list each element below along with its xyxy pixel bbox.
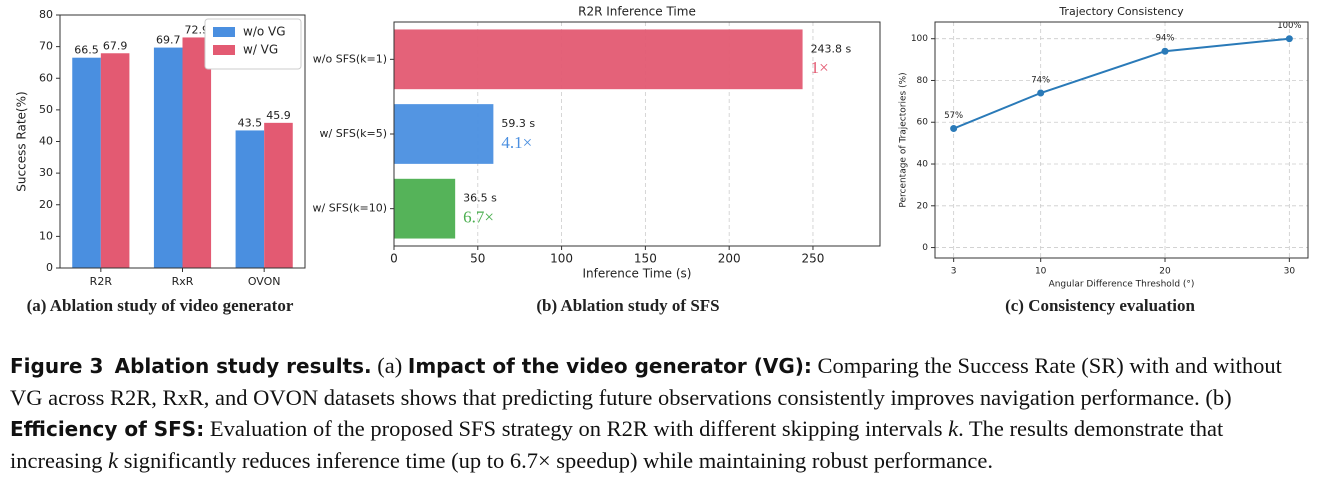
caption-text: significantly reduces inference time (up… xyxy=(123,448,994,473)
y-tick-label: 30 xyxy=(39,166,53,179)
caption-text: Comparing the Success Rate (SR) with and… xyxy=(10,353,1282,410)
x-axis-label: Inference Time (s) xyxy=(582,267,691,281)
value-label: 74% xyxy=(1031,76,1050,86)
x-tick-label: 30 xyxy=(1284,267,1296,277)
caption-heading: Efficiency of SFS: xyxy=(10,417,205,441)
y-tick-label: 60 xyxy=(917,118,929,128)
y-tick-label: 20 xyxy=(917,201,929,211)
legend-label: w/ VG xyxy=(243,43,278,57)
x-tick-label: 3 xyxy=(951,267,957,277)
caption-text: . The results demonstrate that increasin… xyxy=(10,416,1224,473)
x-tick-label: 250 xyxy=(802,252,825,266)
value-label: 69.7 xyxy=(156,34,181,47)
y-axis-label: Success Rate(%) xyxy=(15,91,29,191)
y-tick-label: w/o SFS(k=1) xyxy=(313,52,387,65)
x-tick-label: 200 xyxy=(718,252,741,266)
bar xyxy=(394,29,803,90)
y-tick-label: 70 xyxy=(39,40,53,53)
bar xyxy=(72,57,101,268)
subfigure-caption: (b) Ablation study of SFS xyxy=(536,296,719,315)
legend-label: w/o VG xyxy=(243,25,286,39)
legend-swatch xyxy=(213,27,235,37)
x-tick-label: 150 xyxy=(634,252,657,266)
plot-frame xyxy=(934,21,1309,259)
y-tick-label: 40 xyxy=(39,135,53,148)
x-tick-label: 50 xyxy=(470,252,485,266)
value-label: 72.9 xyxy=(185,23,210,36)
point xyxy=(1161,47,1169,55)
x-axis-label: Angular Difference Threshold (°) xyxy=(1049,280,1195,290)
value-label: 43.5 xyxy=(238,116,263,129)
value-label: 45.9 xyxy=(266,109,291,122)
value-label: 100% xyxy=(1277,21,1301,31)
point xyxy=(1285,35,1293,43)
bar xyxy=(264,122,293,268)
y-tick-label: 50 xyxy=(39,103,53,116)
speedup-label: 1× xyxy=(811,58,829,77)
x-tick-label: 20 xyxy=(1159,267,1171,277)
y-tick-label: 0 xyxy=(922,243,928,253)
y-tick-label: 80 xyxy=(39,8,53,21)
value-label: 94% xyxy=(1156,34,1175,44)
plot-frame xyxy=(59,14,306,269)
chart-title: R2R Inference Time xyxy=(578,5,696,19)
figure-label: Figure 3 xyxy=(10,354,104,378)
line xyxy=(953,37,1290,130)
y-tick-label: w/ SFS(k=10) xyxy=(313,202,387,215)
bar xyxy=(100,53,130,268)
value-label: 67.9 xyxy=(103,39,128,52)
point xyxy=(1037,89,1045,97)
y-tick-label: 60 xyxy=(39,71,53,84)
point xyxy=(950,125,958,133)
x-tick-label: RxR xyxy=(172,275,194,288)
x-tick-label: R2R xyxy=(90,275,113,288)
bar xyxy=(394,178,456,239)
speedup-label: 6.7× xyxy=(463,208,494,227)
y-tick-label: 100 xyxy=(911,34,928,44)
bar xyxy=(235,130,265,268)
value-label: 36.5 s xyxy=(463,192,497,205)
y-tick-label: 10 xyxy=(39,229,53,242)
value-label: 243.8 s xyxy=(811,42,852,55)
x-tick-label: 0 xyxy=(390,252,398,266)
y-tick-label: w/ SFS(k=5) xyxy=(320,127,387,140)
x-tick-label: 10 xyxy=(1035,267,1047,277)
caption-heading: Impact of the video generator (VG): xyxy=(407,354,812,378)
bar xyxy=(394,104,494,164)
caption-text: (a) xyxy=(377,353,403,378)
caption-math: k xyxy=(948,416,959,441)
value-label: 57% xyxy=(944,111,963,121)
caption-math: k xyxy=(108,448,119,473)
speedup-label: 4.1× xyxy=(501,133,532,152)
legend-swatch xyxy=(213,45,235,55)
y-tick-label: 40 xyxy=(917,160,929,170)
bar xyxy=(153,47,183,269)
caption-title: Ablation study results. xyxy=(114,354,372,378)
figure-caption: Figure 3 Ablation study results. (a) Imp… xyxy=(10,350,1315,476)
subfigure-caption: (c) Consistency evaluation xyxy=(1005,296,1195,315)
chart-title: Trajectory Consistency xyxy=(1058,5,1184,18)
y-axis-label: Percentage of Trajectories (%) xyxy=(899,72,909,207)
y-tick-label: 20 xyxy=(39,198,53,211)
y-tick-label: 80 xyxy=(917,76,929,86)
value-label: 59.3 s xyxy=(501,117,535,130)
caption-text: Evaluation of the proposed SFS strategy … xyxy=(209,416,943,441)
subfigure-caption: (a) Ablation study of video generator xyxy=(27,296,294,315)
plot-frame xyxy=(393,21,881,247)
y-tick-label: 0 xyxy=(46,261,53,274)
x-tick-label: OVON xyxy=(248,275,281,288)
bar xyxy=(182,37,212,268)
value-label: 66.5 xyxy=(74,44,99,57)
x-tick-label: 100 xyxy=(550,252,573,266)
